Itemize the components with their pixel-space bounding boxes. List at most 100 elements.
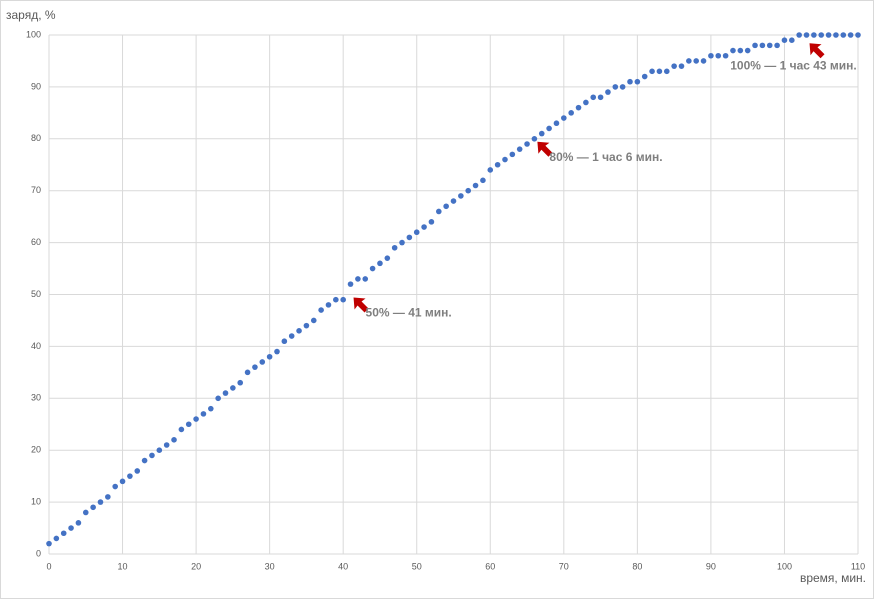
point <box>163 442 170 448</box>
point <box>105 494 111 500</box>
point <box>759 42 766 49</box>
point <box>840 32 847 38</box>
point <box>722 52 729 59</box>
point <box>68 525 74 531</box>
point <box>472 182 479 189</box>
point <box>678 63 685 69</box>
point <box>296 328 302 334</box>
point <box>774 42 780 49</box>
point <box>252 364 258 370</box>
annotation-label: 50% — 41 мин. <box>366 306 452 320</box>
x-tick-label: 40 <box>338 561 348 571</box>
point <box>377 260 383 267</box>
point <box>391 244 398 251</box>
point <box>237 379 244 386</box>
point <box>663 68 670 75</box>
point <box>568 110 574 116</box>
x-tick-label: 110 <box>851 561 865 571</box>
point <box>502 156 508 163</box>
point <box>355 276 361 282</box>
point <box>450 198 457 204</box>
point <box>700 58 707 64</box>
point <box>649 68 655 75</box>
point <box>833 32 839 38</box>
point <box>708 52 714 59</box>
annotation-arrow <box>537 141 553 157</box>
point <box>362 276 369 282</box>
point <box>781 37 788 43</box>
x-tick-label: 20 <box>191 561 201 571</box>
point <box>303 322 310 329</box>
point <box>421 224 427 230</box>
point <box>516 146 523 152</box>
y-tick-label: 90 <box>31 81 41 91</box>
point <box>60 530 67 537</box>
x-tick-label: 50 <box>412 561 422 571</box>
x-tick-label: 60 <box>485 561 495 571</box>
x-tick-label: 30 <box>265 561 275 571</box>
y-tick-label: 70 <box>31 185 41 195</box>
point <box>428 219 435 225</box>
point <box>737 47 744 54</box>
point <box>583 99 589 106</box>
point <box>686 58 692 64</box>
y-tick-label: 30 <box>31 393 41 403</box>
y-tick-label: 10 <box>31 496 41 506</box>
point <box>524 141 530 147</box>
x-tick-label: 70 <box>559 561 569 571</box>
point <box>266 353 273 360</box>
point <box>310 317 317 324</box>
point <box>627 78 633 85</box>
point <box>325 302 332 308</box>
y-tick-label: 100 <box>26 29 41 39</box>
point <box>656 68 663 75</box>
point <box>855 32 861 38</box>
point <box>818 32 825 38</box>
point <box>538 130 545 137</box>
point <box>693 58 699 64</box>
y-tick-label: 50 <box>31 289 41 299</box>
point <box>766 42 773 49</box>
point <box>487 167 494 173</box>
x-axis-title: время, мин. <box>800 571 866 585</box>
point <box>399 239 405 246</box>
point <box>590 94 597 101</box>
x-tick-label: 80 <box>632 561 642 571</box>
point <box>435 208 442 215</box>
point <box>156 447 163 454</box>
point <box>480 177 486 184</box>
point <box>274 348 280 355</box>
point <box>730 47 736 54</box>
y-tick-label: 80 <box>31 133 41 143</box>
point <box>193 416 199 422</box>
point <box>752 42 758 49</box>
point <box>597 94 604 101</box>
point <box>553 120 560 127</box>
x-tick-label: 90 <box>706 561 716 571</box>
point <box>825 32 832 38</box>
y-tick-label: 0 <box>36 548 41 558</box>
y-tick-label: 60 <box>31 237 41 247</box>
point <box>200 411 207 417</box>
point <box>509 151 516 158</box>
point <box>458 193 464 199</box>
point <box>281 338 288 345</box>
x-tick-label: 10 <box>118 561 128 571</box>
x-tick-label: 100 <box>777 561 792 571</box>
point <box>90 504 96 511</box>
point <box>619 84 626 90</box>
point <box>811 32 817 38</box>
point <box>605 89 611 95</box>
point <box>803 32 810 38</box>
y-tick-label: 40 <box>31 341 41 351</box>
point <box>413 229 420 236</box>
annotation-arrow <box>353 297 369 313</box>
point <box>149 452 155 459</box>
point <box>561 115 567 121</box>
point <box>369 265 376 272</box>
point <box>259 359 266 365</box>
point <box>671 63 677 69</box>
point <box>171 437 177 443</box>
point <box>406 234 413 241</box>
point <box>340 296 346 303</box>
